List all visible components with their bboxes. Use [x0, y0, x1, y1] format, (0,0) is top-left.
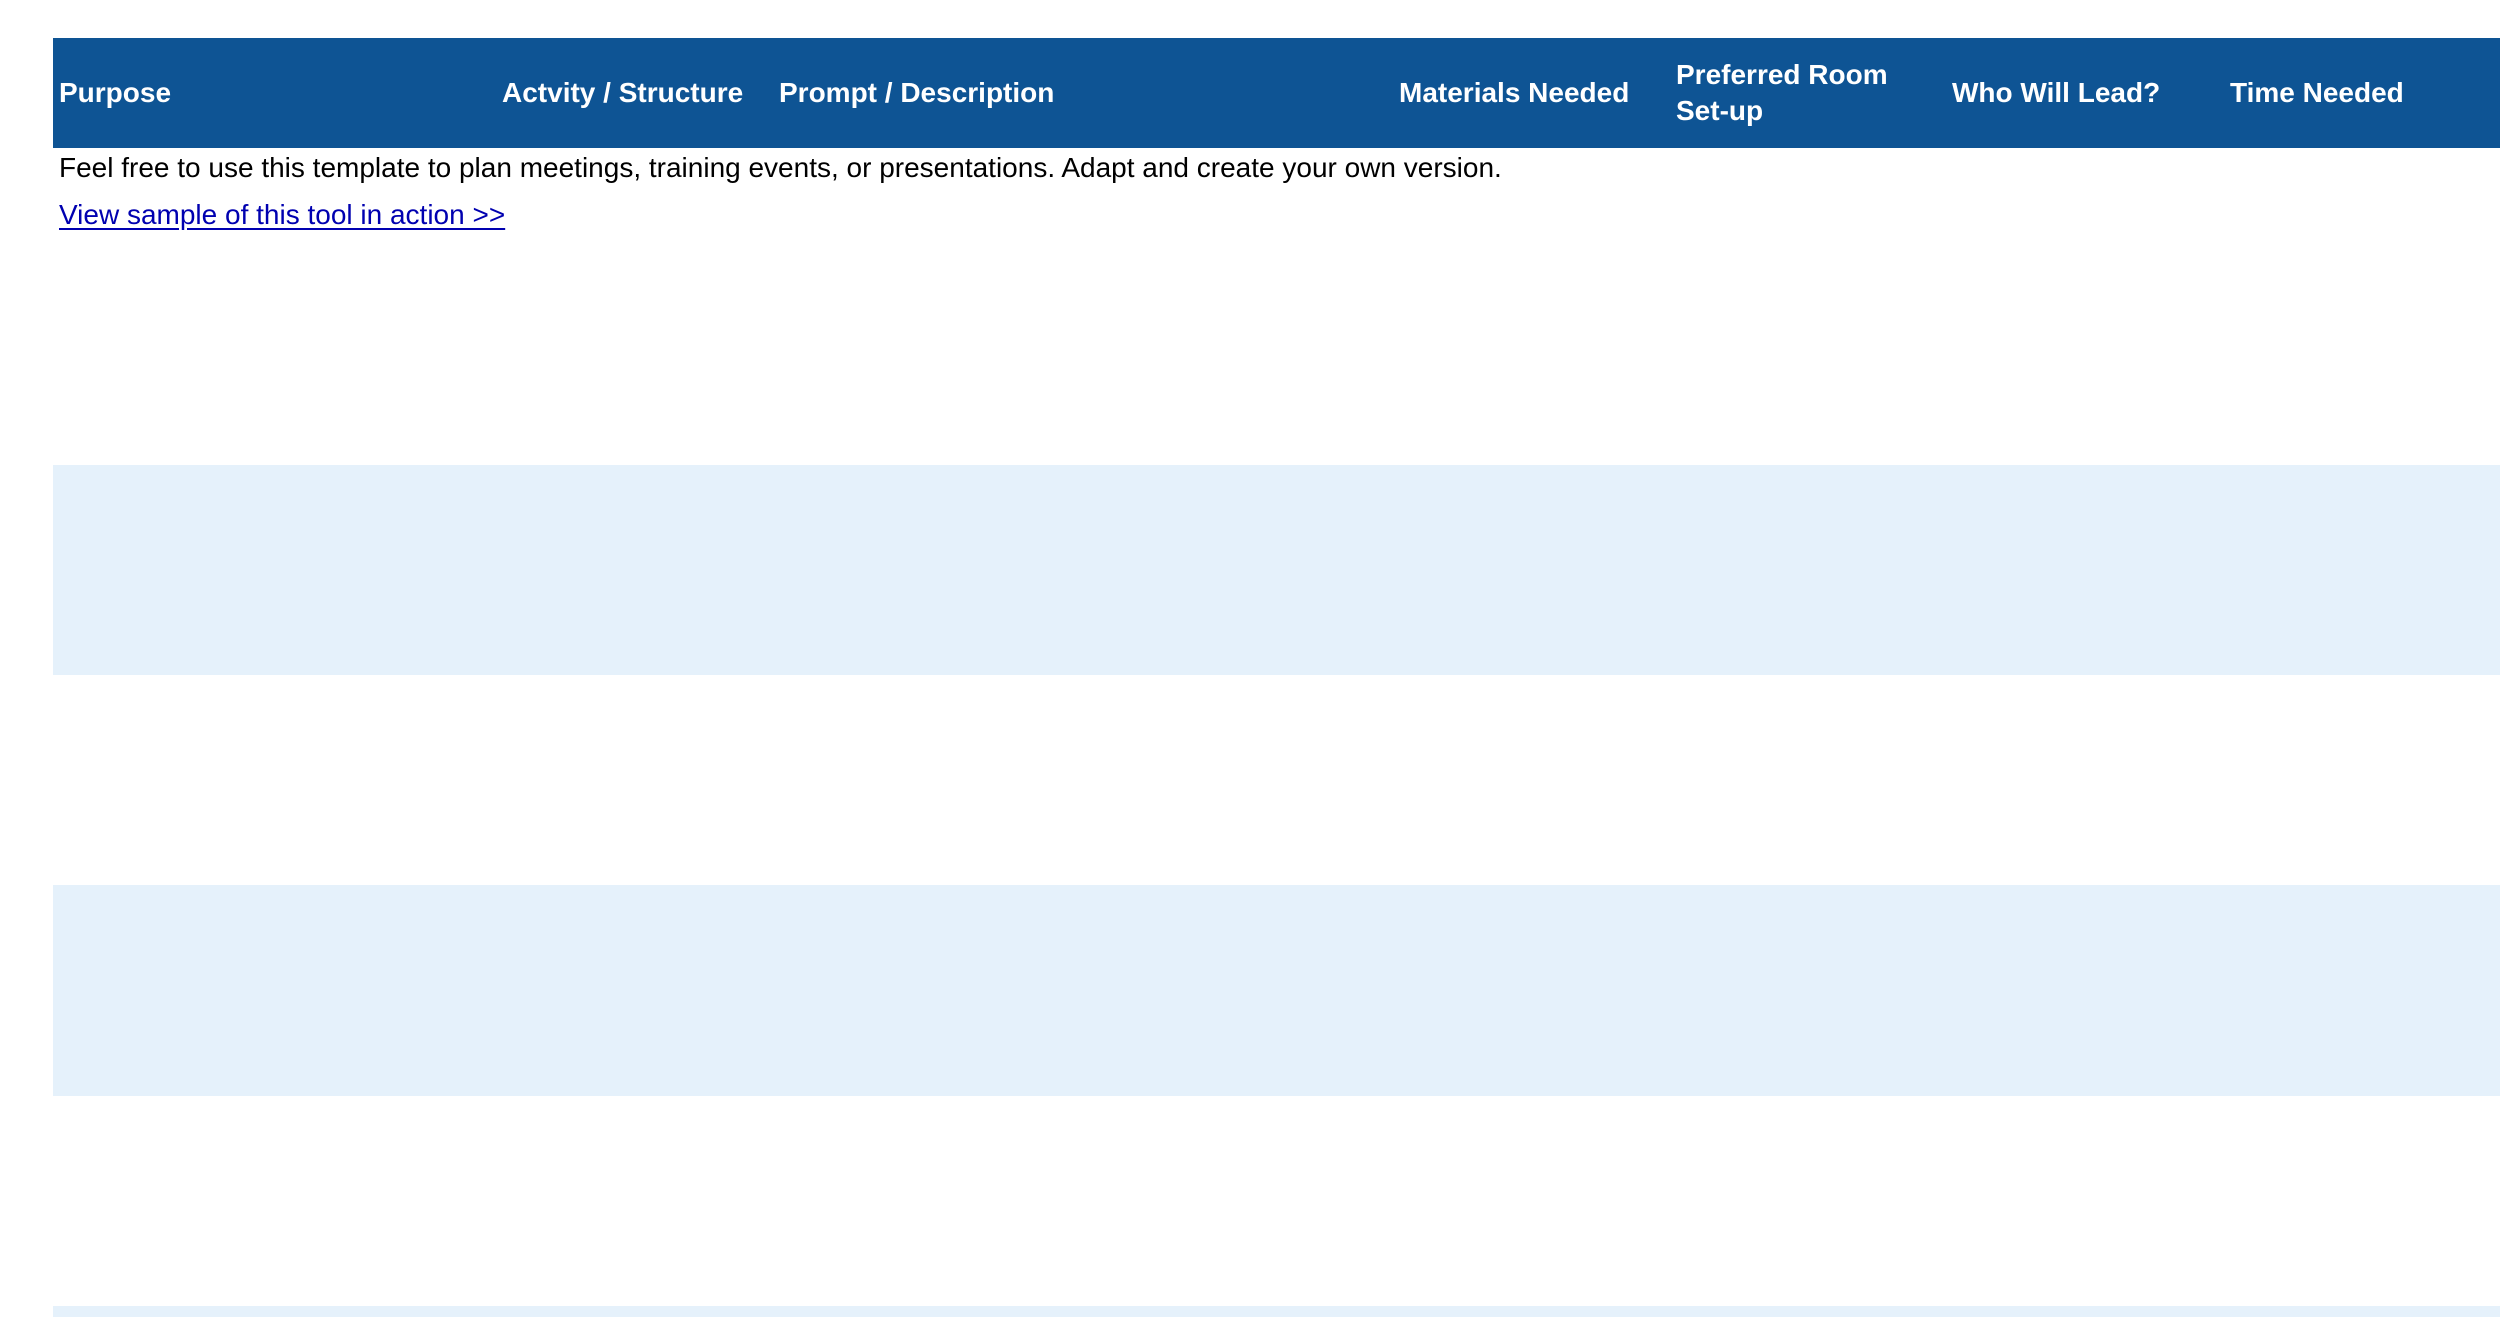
column-header-prompt: Prompt / Description: [779, 77, 1055, 108]
view-sample-link[interactable]: View sample of this tool in action >>: [59, 199, 506, 230]
table-header: Purpose Actvity / Structure Prompt / Des…: [53, 38, 2500, 148]
column-header-purpose: Purpose: [59, 77, 172, 108]
table-row-shaded[interactable]: [53, 885, 2500, 1096]
column-header-lead: Who Will Lead?: [1952, 77, 2161, 108]
column-header-activity: Actvity / Structure: [502, 77, 744, 108]
column-header-time: Time Needed: [2230, 77, 2404, 108]
column-header-materials: Materials Needed: [1399, 77, 1630, 108]
table-row-shaded[interactable]: [53, 465, 2500, 675]
template-description: Feel free to use this template to plan m…: [59, 152, 1502, 183]
column-header-room-setup: Preferred Room Set-up: [1676, 59, 1888, 126]
table-row-shaded[interactable]: [53, 1306, 2500, 1317]
